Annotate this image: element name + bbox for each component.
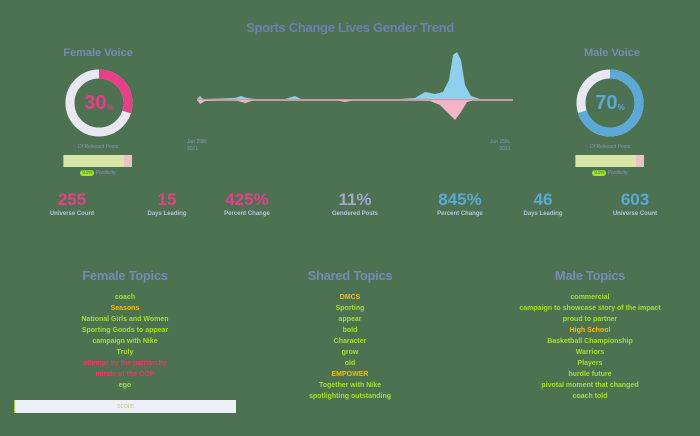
- female-topics: Female Topics coach Seasons National Girls…: [10, 268, 240, 391]
- female-topic-item[interactable]: campaign with Nike: [92, 338, 158, 345]
- male-topics-title: Male Topics: [554, 268, 626, 283]
- shared-topics: Shared Topics DMCS Sporting appear bold Char…: [270, 268, 430, 402]
- female-voice-label: Female Voice: [63, 47, 133, 59]
- male-universe-count: 603 Universe Count: [612, 190, 658, 217]
- male-voice-label: Male Voice: [583, 47, 641, 59]
- shared-topic-item[interactable]: Sporting: [335, 305, 365, 312]
- male-percent: 70: [595, 91, 618, 114]
- female-sublabel: Of Relevant Posts: [77, 144, 119, 150]
- chart-end-date: Jun 15th, 2021: [490, 139, 511, 152]
- female-topic-item[interactable]: coach: [114, 294, 136, 301]
- male-days-leading: 46 Days Leading: [523, 190, 563, 217]
- male-topic-item[interactable]: Warriors: [575, 349, 605, 356]
- female-topic-item[interactable]: National Girls and Women: [81, 316, 169, 323]
- male-sublabel: Of Relevant Posts: [589, 144, 631, 150]
- female-topic-item[interactable]: attempt by the patriarchy: [83, 360, 167, 367]
- male-topics: Male Topics commercial campaign to showca…: [480, 268, 700, 402]
- male-topic-item[interactable]: pivotal moment that changed: [541, 382, 639, 389]
- male-topic-item[interactable]: Basketball Championship: [547, 338, 633, 345]
- chart-start-date: Jan 25th, 2021: [187, 139, 208, 152]
- shared-topic-item[interactable]: DMCS: [339, 294, 361, 301]
- female-donut-chart: 30%: [64, 68, 134, 138]
- male-positivity-label: 93% Positivity: [592, 170, 628, 176]
- shared-topic-item[interactable]: Character: [333, 338, 367, 345]
- male-topic-item[interactable]: commercial: [570, 294, 610, 301]
- male-donut-chart: 70%: [575, 68, 645, 138]
- female-topic-item[interactable]: Truly: [116, 349, 134, 356]
- female-topic-item[interactable]: minds of the GOP: [95, 371, 155, 378]
- shared-topic-item[interactable]: bold: [342, 327, 358, 334]
- shared-topic-item[interactable]: old: [344, 360, 356, 367]
- gendered-posts: 11% Gendered Posts: [331, 190, 378, 217]
- female-topic-item[interactable]: Sporting Goods to appear: [81, 327, 169, 334]
- score-input[interactable]: score: [14, 400, 236, 413]
- female-positivity-bar: [63, 155, 132, 167]
- gender-trend-chart: [195, 50, 515, 125]
- female-topic-item[interactable]: ego: [118, 382, 132, 389]
- female-percent-change: 425% Percent Change: [224, 190, 270, 217]
- male-topic-item[interactable]: campaign to showcase story of the impact: [519, 305, 661, 312]
- female-topic-item[interactable]: Seasons: [110, 305, 140, 312]
- male-topic-item[interactable]: proud to partner: [562, 316, 618, 323]
- male-topic-item[interactable]: High School: [569, 327, 611, 334]
- female-days-leading: 15 Days Leading: [147, 190, 187, 217]
- shared-topic-item[interactable]: Together with Nike: [318, 382, 382, 389]
- shared-topic-item[interactable]: appear: [338, 316, 362, 323]
- shared-topic-item[interactable]: spotlighting outstanding: [308, 393, 392, 400]
- male-topic-item[interactable]: hurdle future: [568, 371, 612, 378]
- shared-topic-item[interactable]: grow: [341, 349, 359, 356]
- male-percent-change: 845% Percent Change: [437, 190, 483, 217]
- female-universe-count: 255 Universe Count: [49, 190, 95, 217]
- female-topics-title: Female Topics: [82, 268, 168, 283]
- female-percent: 30: [84, 91, 107, 114]
- male-topic-item[interactable]: coach told: [572, 393, 608, 400]
- page-title: Sports Change Lives Gender Trend: [246, 20, 454, 35]
- male-topic-item[interactable]: Players: [577, 360, 603, 367]
- shared-topic-item[interactable]: EMPOWER: [331, 371, 369, 378]
- female-positivity-label: 93% Positivity: [80, 170, 116, 176]
- shared-topics-title: Shared Topics: [307, 268, 393, 283]
- male-positivity-bar: [575, 155, 644, 167]
